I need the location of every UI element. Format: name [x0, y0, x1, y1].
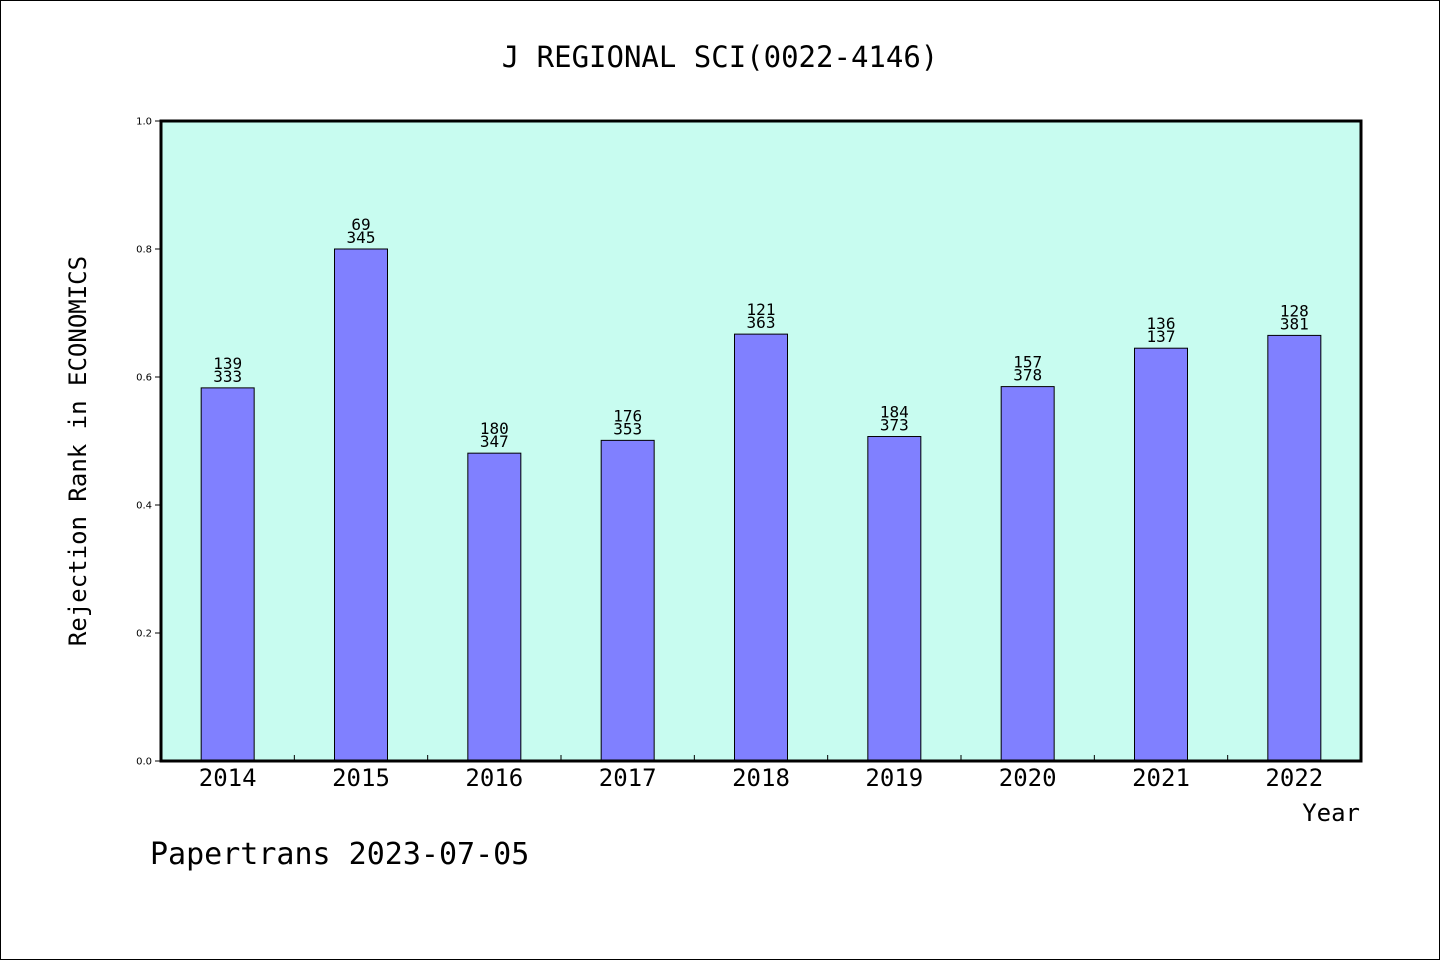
data-label-bottom-2017: 353 — [613, 419, 642, 438]
data-label-top-2016: 180 — [480, 419, 509, 438]
x-tick-label-2016: 2016 — [465, 764, 523, 792]
data-label-top-2014: 139 — [213, 354, 242, 373]
x-tick-label-2020: 2020 — [999, 764, 1057, 792]
x-tick-label-2018: 2018 — [732, 764, 790, 792]
data-label-bottom-2016: 347 — [480, 432, 509, 451]
y-axis-label: Rejection Rank in ECONOMICS — [64, 256, 92, 646]
data-label-bottom-2021: 137 — [1147, 327, 1176, 346]
data-label-bottom-2014: 333 — [213, 367, 242, 386]
bar-2015 — [334, 248, 388, 762]
y-tick-label-0.4: 0.4 — [136, 501, 152, 512]
bar-2020 — [1000, 386, 1055, 762]
x-tick-label-2017: 2017 — [599, 764, 657, 792]
y-tick-label-0.0: 0.0 — [136, 757, 152, 768]
data-label-top-2018: 121 — [747, 300, 776, 319]
x-tick-label-2022: 2022 — [1265, 764, 1323, 792]
bar-2018 — [734, 333, 788, 762]
x-axis-label: Year — [1302, 799, 1360, 827]
data-label-bottom-2018: 363 — [747, 313, 776, 332]
data-label-top-2022: 128 — [1280, 301, 1309, 320]
x-tick-label-2014: 2014 — [199, 764, 257, 792]
y-tick-label-0.2: 0.2 — [136, 629, 152, 640]
data-label-bottom-2015: 345 — [347, 228, 376, 247]
data-label-top-2019: 184 — [880, 403, 909, 422]
y-tick-label-0.6: 0.6 — [136, 373, 152, 384]
bar-2019 — [867, 436, 922, 762]
data-label-bottom-2022: 381 — [1280, 314, 1309, 333]
data-label-top-2015: 69 — [351, 215, 370, 234]
x-tick-label-2019: 2019 — [865, 764, 923, 792]
bar-2014 — [200, 387, 255, 762]
data-label-top-2017: 176 — [613, 406, 642, 425]
y-tick-label-1.0: 1.0 — [136, 117, 152, 128]
data-label-bottom-2019: 373 — [880, 416, 909, 435]
data-label-bottom-2020: 378 — [1013, 366, 1042, 385]
y-tick-label-0.8: 0.8 — [136, 245, 152, 256]
bar-2022 — [1267, 334, 1322, 762]
data-label-top-2020: 157 — [1013, 353, 1042, 372]
plot-border — [159, 119, 1363, 763]
bar-2021 — [1134, 347, 1188, 762]
bar-2017 — [600, 439, 655, 762]
bar-2016 — [467, 452, 522, 762]
x-tick-label-2015: 2015 — [332, 764, 390, 792]
x-tick-label-2021: 2021 — [1132, 764, 1190, 792]
chart-title: J REGIONAL SCI(0022-4146) — [502, 40, 939, 74]
footer-note: Papertrans 2023-07-05 — [150, 837, 529, 872]
data-label-top-2021: 136 — [1147, 314, 1176, 333]
